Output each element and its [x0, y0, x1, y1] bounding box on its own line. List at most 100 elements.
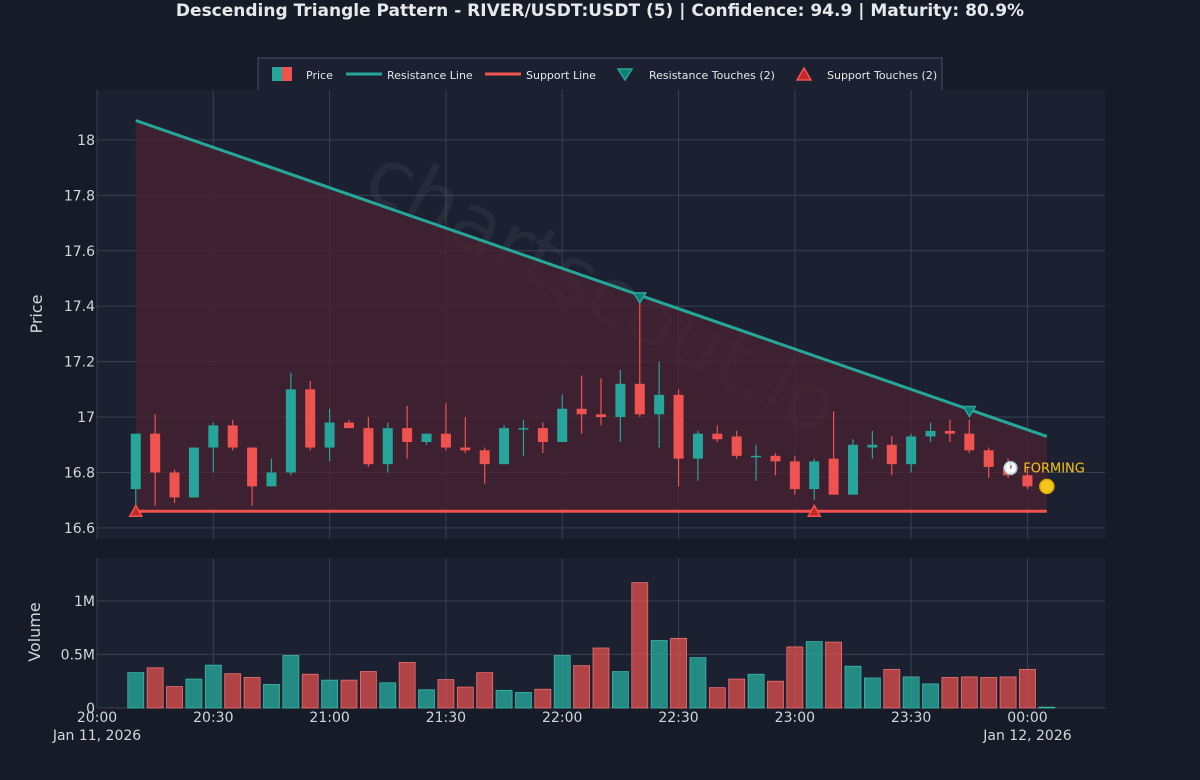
candle-body: [266, 472, 277, 487]
candle: [712, 425, 723, 442]
touch-markers: [128, 292, 977, 518]
candle-body: [770, 455, 781, 462]
candle-body: [305, 389, 316, 448]
volume-bar: [728, 678, 746, 709]
candle-body: [537, 428, 548, 442]
candle: [150, 414, 161, 506]
candle: [537, 422, 548, 454]
candle-body: [751, 455, 762, 458]
volume-bar: [243, 677, 261, 709]
candle: [596, 378, 606, 426]
candle: [654, 361, 665, 448]
candle: [789, 455, 800, 495]
candle: [363, 417, 374, 467]
volume-bar: [631, 582, 649, 709]
price-axis-title: Price: [27, 294, 46, 333]
candle-body: [363, 428, 374, 465]
legend-item-support-line[interactable]: Support Line: [485, 69, 596, 82]
volume-bar: [185, 678, 203, 709]
volume-tick-labels: 0 0.5M 1M: [61, 594, 95, 717]
volume-bar: [670, 637, 687, 709]
volume-bar: [1019, 669, 1036, 709]
volume-axis-title: Volume: [25, 602, 44, 662]
candle: [440, 403, 451, 451]
candle: [499, 425, 510, 465]
candle-body: [673, 394, 684, 459]
triangle-pattern-fill: [135, 120, 1047, 512]
resistance-line: [135, 119, 1048, 438]
candle-body: [634, 383, 645, 415]
time-tick-label: 22:00: [542, 710, 582, 726]
resistance-touch-marker: [961, 405, 977, 418]
candle-body: [1003, 466, 1014, 476]
volume-bar: [127, 672, 145, 709]
resistance-touch-marker: [632, 292, 648, 305]
candle: [964, 419, 975, 454]
candle-body: [712, 433, 723, 440]
legend: Price Resistance Line Support Line Resis…: [257, 57, 943, 92]
candle-body: [848, 444, 858, 495]
legend-item-resistance-touches[interactable]: Resistance Touches (2): [616, 68, 775, 82]
volume-bar: [359, 671, 377, 709]
volume-bar: [573, 665, 591, 709]
candle: [266, 458, 277, 487]
candle-body: [557, 408, 568, 442]
candle-body: [964, 433, 975, 451]
price-tick-label: 16.8: [64, 465, 95, 481]
volume-bar: [282, 655, 300, 709]
legend-triangle-up-icon: [795, 66, 813, 81]
support-touch-marker: [128, 503, 144, 518]
candle-body: [169, 472, 180, 498]
volume-bar: [166, 686, 183, 709]
time-tick-label: 21:30: [426, 710, 466, 726]
candle-body: [460, 447, 471, 451]
volume-bar: [592, 647, 610, 709]
chart-title: Descending Triangle Pattern - RIVER/USDT…: [176, 1, 1024, 21]
candle-body: [285, 389, 296, 473]
time-tick-label: 21:00: [309, 710, 349, 726]
candle-body: [518, 428, 529, 430]
volume-panel: 0 0.5M 1M Volume: [25, 558, 1105, 717]
candle-body: [809, 461, 820, 490]
candle: [208, 422, 219, 473]
candle: [227, 419, 238, 451]
candle-body: [944, 430, 955, 434]
candle: [285, 372, 296, 476]
volume-bar: [263, 684, 280, 709]
candle: [673, 389, 684, 487]
time-tick-label: 23:00: [775, 710, 815, 726]
candle-body: [130, 433, 141, 490]
candle: [557, 394, 568, 442]
price-tick-labels: 16.6 16.8 17 17.2 17.4 17.6 17.8 18: [64, 133, 95, 537]
candle: [130, 433, 141, 512]
candle: [983, 447, 994, 479]
candle-body: [188, 447, 199, 498]
candle: [1003, 458, 1014, 479]
candle: [634, 297, 645, 418]
price-tick-label: 17.8: [64, 188, 95, 204]
volume-bar: [767, 680, 784, 709]
volume-bar: [611, 671, 629, 709]
candle: [828, 411, 839, 495]
legend-label-price: Price: [306, 69, 333, 82]
volume-bar: [553, 655, 571, 709]
candle-body: [615, 383, 626, 418]
legend-item-price[interactable]: Price: [272, 67, 333, 82]
candle-body: [402, 428, 413, 442]
candle-body: [692, 433, 703, 459]
support-touch-marker: [806, 503, 822, 518]
candle: [692, 430, 703, 481]
forming-label: 🕐 FORMING: [1003, 460, 1085, 476]
candle: [247, 447, 258, 506]
volume-bar: [1038, 706, 1056, 709]
legend-item-support-touches[interactable]: Support Touches (2): [795, 66, 937, 82]
legend-item-resistance-line[interactable]: Resistance Line: [346, 69, 473, 82]
volume-bar: [495, 689, 513, 709]
volume-bar: [941, 677, 959, 709]
price-tick-label: 17: [77, 410, 95, 426]
candle-body: [828, 458, 839, 495]
legend-label-support-touches: Support Touches (2): [827, 69, 937, 82]
volume-bar: [689, 657, 707, 709]
candle-body: [576, 408, 587, 415]
